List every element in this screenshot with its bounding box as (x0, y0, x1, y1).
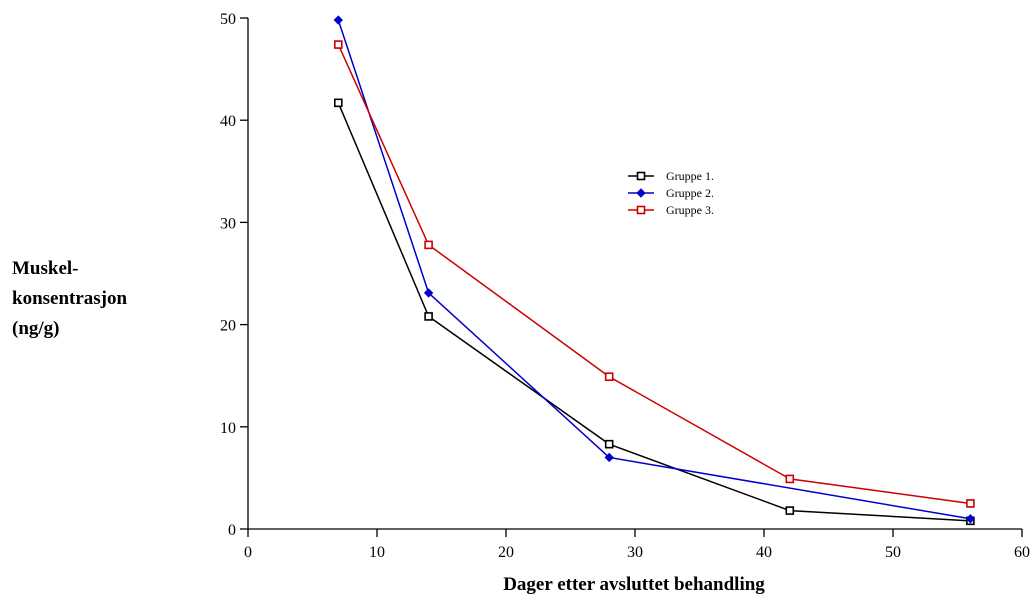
legend: Gruppe 1. Gruppe 2. Gruppe 3. (628, 169, 714, 217)
x-tick-label: 10 (369, 544, 385, 561)
y-tick-label: 20 (220, 318, 236, 335)
x-tick-label: 60 (1014, 544, 1030, 561)
y-tick-label: 40 (220, 113, 236, 130)
x-tick-label: 20 (498, 544, 514, 561)
data-point-series-3 (966, 499, 975, 508)
y-tick-label: 30 (220, 215, 236, 232)
data-point-series-3 (785, 474, 795, 484)
data-point-series-2 (604, 452, 614, 463)
plot-area: 0 10 20 30 40 50 0 10 20 30 40 50 60 (220, 11, 1030, 561)
data-point-series-2 (965, 514, 976, 524)
y-axis-title-line-3: (ng/g) (12, 318, 60, 339)
x-tick-label: 30 (627, 544, 643, 561)
x-tick-label: 40 (756, 544, 772, 561)
data-point-series-1 (785, 506, 795, 515)
legend-label-1: Gruppe 1. (666, 169, 714, 183)
legend-label-3: Gruppe 3. (666, 203, 714, 217)
legend-label-2: Gruppe 2. (666, 186, 714, 200)
data-point-series-3 (604, 372, 614, 382)
x-tick-label: 50 (885, 544, 901, 561)
legend-marker-1 (636, 171, 646, 181)
y-tick-label: 10 (220, 420, 236, 437)
data-point-series-3 (333, 40, 343, 49)
data-point-series-2 (423, 288, 434, 298)
data-point-series-1 (333, 98, 343, 108)
y-tick-label: 0 (228, 522, 236, 539)
data-point-series-2 (333, 15, 344, 25)
y-tick-label: 50 (220, 11, 236, 28)
x-tick-label: 0 (244, 544, 252, 561)
series-line-1 (337, 102, 971, 522)
y-axis-title-line-2: konsentrasjon (12, 288, 128, 309)
data-point-series-1 (424, 312, 433, 321)
y-axis-title-line-1: Muskel- (12, 258, 79, 279)
x-axis-title: Dager etter avsluttet behandling (503, 574, 765, 595)
series-line-2 (337, 19, 971, 520)
data-point-series-3 (424, 240, 433, 250)
series-line-3 (337, 44, 971, 505)
legend-marker-3 (636, 205, 646, 215)
y-axis-title: Muskel- konsentrasjon (ng/g) (12, 258, 128, 339)
data-point-series-1 (604, 439, 614, 449)
legend-marker-2 (636, 188, 646, 198)
